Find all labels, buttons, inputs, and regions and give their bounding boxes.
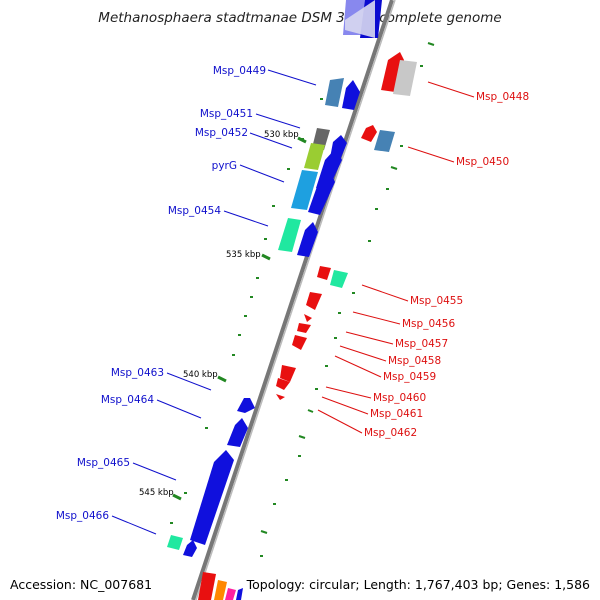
- connector-msp0462: [317, 409, 363, 434]
- gene-msp0454: [278, 218, 301, 252]
- connector-msp0461: [321, 396, 369, 415]
- gene-label-msp0455[interactable]: Msp_0455: [410, 295, 463, 307]
- accession-label: Accession: NC_007681: [10, 577, 153, 592]
- gene-label-msp0448[interactable]: Msp_0448: [476, 91, 529, 103]
- connector-msp0450: [407, 146, 455, 163]
- gene-bottom-pink: [225, 588, 236, 600]
- gene-msp0452: [304, 143, 325, 170]
- gene-msp0455: [317, 266, 331, 280]
- tick-left-1: [307, 409, 314, 413]
- backbone-inner: [195, 0, 396, 600]
- gene-msp0465: [190, 450, 234, 545]
- connector-msp0452: [249, 132, 293, 149]
- gene-label-msp0458[interactable]: Msp_0458: [388, 355, 441, 367]
- connector-msp0466: [111, 515, 157, 535]
- gene-msp0449-part: [325, 78, 344, 107]
- gene-bottom-red: [198, 572, 216, 600]
- gene-label-msp0454[interactable]: Msp_0454: [168, 205, 221, 217]
- scale-tick-545: [172, 493, 182, 501]
- gene-msp0461: [276, 378, 290, 390]
- gene-msp0464: [227, 418, 248, 447]
- gene-msp0450: [361, 125, 377, 142]
- gene-msp0448: [381, 52, 404, 92]
- backbone-outer: [191, 0, 394, 600]
- gene-msp0456: [306, 292, 322, 310]
- gene-msp0457: [304, 314, 312, 322]
- gene-msp0466-a: [167, 535, 183, 550]
- gene-label-msp0456[interactable]: Msp_0456: [402, 318, 455, 330]
- connector-msp0459: [334, 355, 382, 378]
- scale-label-530: 530 kbp: [264, 130, 299, 140]
- gene-msp0454-fwd: [297, 222, 318, 257]
- gene-msp0448-grey: [393, 60, 417, 96]
- gene-msp0455-b: [330, 270, 348, 288]
- gene-label-pyrG[interactable]: pyrG: [212, 160, 237, 172]
- gene-label-msp0449[interactable]: Msp_0449: [213, 65, 266, 77]
- gene-label-msp0461[interactable]: Msp_0461: [370, 408, 423, 420]
- scale-tick-535: [261, 253, 271, 261]
- tick-right-1: [427, 42, 435, 46]
- gene-msp0460: [280, 365, 296, 382]
- gene-label-msp0463[interactable]: Msp_0463: [111, 367, 164, 379]
- map-title: Methanosphaera stadtmanae DSM 3091, comp…: [98, 10, 502, 26]
- connector-msp0464: [156, 399, 202, 419]
- connector-msp0456: [352, 311, 401, 325]
- minor-dots-right: [260, 65, 423, 557]
- gene-label-msp0450[interactable]: Msp_0450: [456, 156, 509, 168]
- tick-right-2: [390, 166, 398, 170]
- connector-msp0465: [132, 462, 177, 481]
- connector-msp0460: [325, 386, 372, 399]
- connector-msp0463: [166, 372, 212, 391]
- scale-label-535: 535 kbp: [226, 250, 261, 260]
- gene-msp0449: [342, 80, 360, 110]
- gene-label-msp0459[interactable]: Msp_0459: [383, 371, 436, 383]
- scale-label-540: 540 kbp: [183, 370, 218, 380]
- gene-label-msp0465[interactable]: Msp_0465: [77, 457, 130, 469]
- minor-dots-left: [170, 98, 323, 524]
- gene-pyrG-fwd2: [308, 170, 335, 215]
- gene-msp0450-b: [374, 130, 395, 152]
- tick-right-3: [298, 435, 306, 439]
- connector-msp0455: [361, 284, 409, 302]
- connector-msp0448: [427, 81, 475, 98]
- connector-msp0457: [345, 331, 394, 345]
- gene-label-msp0464[interactable]: Msp_0464: [101, 394, 154, 406]
- gene-bottom-blue: [236, 588, 243, 600]
- gene-bottom-orange: [214, 580, 227, 600]
- scale-label-545: 545 kbp: [139, 488, 174, 498]
- connector-msp0458: [339, 345, 387, 362]
- gene-label-msp0451[interactable]: Msp_0451: [200, 108, 253, 120]
- tick-right-4: [260, 530, 268, 534]
- gene-label-msp0457[interactable]: Msp_0457: [395, 338, 448, 350]
- gene-msp0463: [237, 398, 255, 413]
- connector-msp0451: [255, 113, 301, 129]
- gene-msp0462: [276, 394, 285, 400]
- connector-msp0449: [267, 69, 317, 86]
- scale-tick-540: [217, 375, 227, 383]
- connector-pyrG: [239, 164, 285, 183]
- gene-label-msp0452[interactable]: Msp_0452: [195, 127, 248, 139]
- gene-top-right-cap: [345, 0, 375, 38]
- gene-msp0459: [292, 335, 307, 350]
- gene-label-msp0466[interactable]: Msp_0466: [56, 510, 109, 522]
- gene-pyrG: [291, 170, 318, 210]
- connector-msp0454: [223, 210, 269, 227]
- gene-label-msp0460[interactable]: Msp_0460: [373, 392, 426, 404]
- gene-label-msp0462[interactable]: Msp_0462: [364, 427, 417, 439]
- gene-msp0458: [297, 323, 311, 333]
- topology-label: Topology: circular; Length: 1,767,403 bp…: [246, 577, 590, 592]
- gene-msp0466-b: [183, 540, 197, 557]
